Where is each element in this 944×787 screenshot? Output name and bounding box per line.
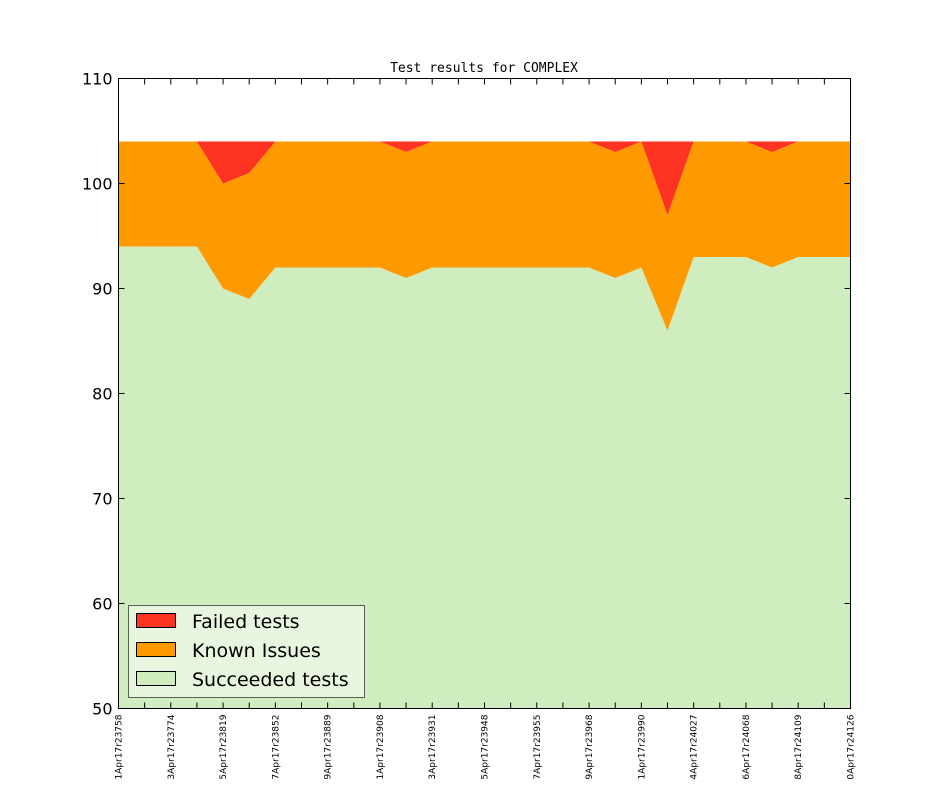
y-tick-label: 50: [92, 700, 112, 719]
x-tick-label: 1Apr17r23758: [115, 714, 125, 779]
y-tick-label: 110: [82, 70, 113, 89]
y-tick-label: 70: [92, 490, 112, 509]
legend-label: Known Issues: [192, 640, 321, 662]
area-layers: [118, 141, 851, 709]
legend: Failed tests Known Issues Succeeded tests: [128, 605, 365, 698]
area-known-issues: [118, 141, 851, 331]
area-failed-tests: [118, 141, 851, 215]
x-tick-label: 7Apr17r23955: [533, 715, 543, 780]
x-tick-label: 6Apr17r24068: [742, 714, 752, 779]
y-tick-label: 100: [82, 175, 113, 194]
y-tick-label: 80: [92, 385, 112, 404]
legend-swatch: [136, 642, 176, 657]
legend-swatch: [136, 613, 176, 628]
legend-swatch: [136, 671, 176, 686]
y-axis: 50 60 70 80 90 100 110: [82, 70, 851, 719]
x-tick-label: 1Apr17r23908: [376, 714, 386, 779]
x-tick-label: 5Apr17r23948: [481, 714, 491, 779]
x-tick-label: 0Apr17r24126: [847, 714, 857, 779]
area-succeeded-tests: [118, 246, 851, 709]
x-tick-label: 4Apr17r24027: [690, 715, 700, 780]
x-tick-label: 7Apr17r23852: [271, 715, 281, 780]
y-tick-label: 90: [92, 280, 112, 299]
x-tick-label: 5Apr17r23819: [219, 714, 229, 779]
x-tick-label: 9Apr17r23889: [324, 714, 334, 779]
x-tick-label: 9Apr17r23968: [585, 714, 595, 779]
chart-title: Test results for COMPLEX: [390, 61, 578, 76]
x-tick-label: 1Apr17r23990: [637, 714, 647, 779]
x-axis: 1Apr17r23758 3Apr17r23774 5Apr17r23819 7Apr…: [115, 78, 857, 780]
y-tick-label: 60: [92, 595, 112, 614]
x-tick-label: 3Apr17r23931: [428, 715, 438, 780]
legend-label: Failed tests: [192, 611, 300, 633]
x-tick-label: 3Apr17r23774: [167, 714, 177, 779]
legend-label: Succeeded tests: [192, 669, 349, 691]
x-tick-label: 8Apr17r24109: [794, 714, 804, 779]
